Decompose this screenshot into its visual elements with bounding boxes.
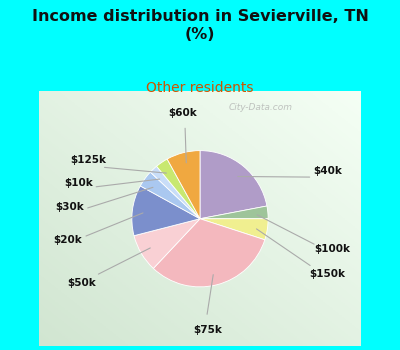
Wedge shape [134,219,200,268]
Text: $50k: $50k [67,278,96,288]
Text: $20k: $20k [53,234,82,245]
Wedge shape [200,219,268,240]
Text: $75k: $75k [193,326,222,335]
Wedge shape [167,150,200,219]
Text: Other residents: Other residents [146,80,254,94]
Text: $100k: $100k [314,244,350,254]
Wedge shape [200,206,268,219]
Wedge shape [150,166,200,219]
Text: $10k: $10k [64,178,93,188]
Text: $125k: $125k [70,155,106,165]
Wedge shape [153,219,265,287]
Wedge shape [140,172,200,219]
Text: $30k: $30k [55,202,84,212]
Wedge shape [132,186,200,236]
Text: $150k: $150k [310,269,346,279]
Wedge shape [156,159,200,219]
Text: City-Data.com: City-Data.com [229,103,293,112]
Text: Income distribution in Sevierville, TN
(%): Income distribution in Sevierville, TN (… [32,9,368,42]
Wedge shape [200,150,267,219]
Text: $40k: $40k [313,167,342,176]
Text: $60k: $60k [168,108,197,118]
